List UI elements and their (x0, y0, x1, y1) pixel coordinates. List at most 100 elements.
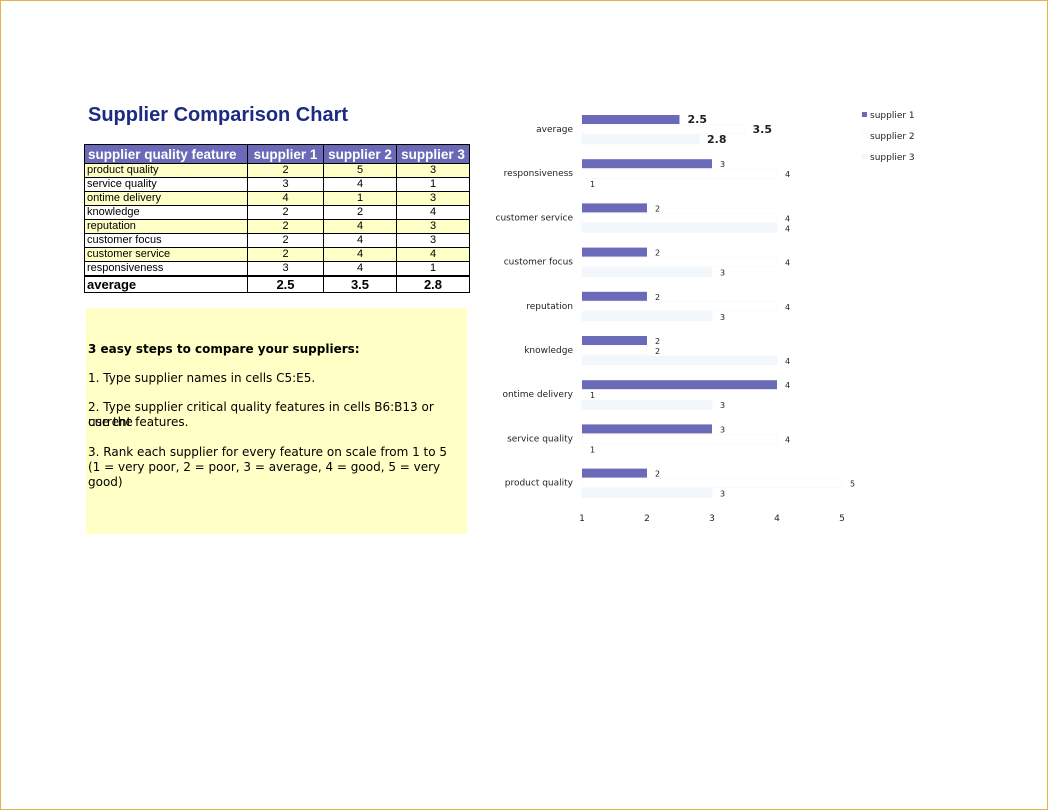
data-label: 3 (720, 425, 725, 434)
feature-cell: service quality (84, 177, 248, 192)
data-label: 1 (590, 391, 595, 400)
category-label: knowledge (524, 346, 573, 356)
bar-supplier-3 (581, 134, 700, 145)
data-label: 3.5 (753, 123, 773, 136)
bar-supplier-1 (582, 336, 647, 345)
header-feature: supplier quality feature (84, 144, 248, 164)
data-label: 4 (785, 435, 790, 444)
average-score: 2.8 (396, 275, 470, 293)
score-cell: 5 (323, 163, 397, 178)
legend-label: supplier 3 (870, 153, 915, 163)
bar-supplier-3 (581, 311, 713, 322)
table-row: product quality 2 5 3 (84, 163, 470, 178)
table-row: customer service 2 4 4 (84, 247, 470, 262)
data-label: 2 (655, 204, 660, 213)
data-label: 4 (785, 170, 790, 179)
data-label: 3 (720, 160, 725, 169)
data-label: 2 (655, 293, 660, 302)
category-label: responsiveness (504, 169, 574, 179)
bar-supplier-2 (581, 434, 778, 444)
bar-supplier-3 (581, 399, 713, 410)
bar-supplier-1 (582, 203, 647, 213)
score-cell: 3 (247, 177, 324, 192)
page-title: Supplier Comparison Chart (88, 104, 349, 126)
bar-supplier-2 (581, 257, 778, 267)
score-cell: 4 (323, 219, 397, 234)
x-tick-label: 1 (579, 514, 585, 524)
table-header-row: supplier quality feature supplier 1 supp… (84, 144, 470, 164)
feature-cell: responsiveness (84, 261, 248, 277)
data-label: 2 (655, 249, 660, 258)
supplier-table: supplier quality feature supplier 1 supp… (84, 144, 470, 293)
data-label: 2.8 (707, 133, 727, 146)
bar-supplier-3 (581, 267, 713, 277)
feature-cell: customer focus (84, 233, 248, 248)
data-label: 3 (720, 401, 725, 410)
score-cell: 2 (247, 163, 324, 178)
data-label: 2 (655, 337, 660, 346)
legend-swatch (862, 112, 867, 117)
data-label: 1 (590, 180, 595, 189)
score-cell: 4 (323, 261, 397, 277)
bar-supplier-2 (581, 213, 778, 223)
step-2-line-1: 2. Type supplier critical quality featur… (88, 400, 434, 429)
table-row: customer focus 2 4 3 (84, 233, 470, 248)
bar-supplier-2 (581, 301, 778, 312)
score-cell: 2 (247, 233, 324, 248)
legend-swatch (861, 153, 868, 160)
average-label: average (84, 275, 248, 293)
bar-supplier-1 (582, 424, 712, 434)
bar-supplier-3 (581, 488, 713, 498)
data-label: 4 (785, 259, 790, 268)
bar-supplier-1 (582, 247, 647, 257)
category-label: product quality (505, 479, 574, 489)
category-label: customer focus (504, 258, 574, 268)
bar-supplier-2 (581, 478, 843, 488)
data-label: 5 (850, 480, 855, 489)
bar-supplier-2 (581, 345, 648, 356)
header-supplier-2: supplier 2 (323, 144, 397, 164)
x-tick-label: 5 (839, 514, 845, 524)
data-label: 3 (720, 490, 725, 499)
step-3-line-1: 3. Rank each supplier for every feature … (88, 445, 448, 459)
category-label: customer service (496, 213, 574, 223)
data-label: 4 (785, 303, 790, 312)
average-score: 3.5 (323, 275, 397, 293)
bar-supplier-1 (582, 468, 647, 478)
score-cell: 3 (396, 191, 470, 206)
feature-cell: ontime delivery (84, 191, 248, 206)
score-cell: 4 (323, 247, 397, 262)
bar-supplier-1 (582, 115, 680, 124)
bar-supplier-1 (582, 380, 777, 390)
instructions-box: 3 easy steps to compare your suppliers: … (86, 308, 467, 534)
legend-label: supplier 2 (870, 132, 915, 142)
data-label: 3 (720, 269, 725, 278)
score-cell: 2 (247, 205, 324, 220)
score-cell: 3 (396, 233, 470, 248)
data-label: 2 (655, 347, 660, 356)
step-2-line-2: current features. (88, 415, 189, 429)
feature-cell: product quality (84, 163, 248, 178)
data-label: 4 (785, 224, 790, 233)
score-cell: 1 (396, 177, 470, 192)
bar-supplier-2 (581, 124, 745, 135)
category-label: average (536, 125, 573, 135)
header-supplier-1: supplier 1 (247, 144, 324, 164)
header-supplier-3: supplier 3 (396, 144, 470, 164)
table-row: service quality 3 4 1 (84, 177, 470, 192)
feature-cell: knowledge (84, 205, 248, 220)
data-label: 4 (785, 357, 790, 366)
score-cell: 1 (396, 261, 470, 277)
supplier-bar-chart: average 2.5 3.5 2.8 responsiveness 3 4 1 custome… (496, 111, 915, 524)
table-row: reputation 2 4 3 (84, 219, 470, 234)
score-cell: 3 (396, 219, 470, 234)
score-cell: 2 (323, 205, 397, 220)
step-1: 1. Type supplier names in cells C5:E5. (88, 371, 316, 385)
score-cell: 4 (247, 191, 324, 206)
table-row: knowledge 2 2 4 (84, 205, 470, 220)
bar-supplier-1 (582, 159, 712, 169)
score-cell: 2 (247, 247, 324, 262)
score-cell: 3 (247, 261, 324, 277)
table-row: ontime delivery 4 1 3 (84, 191, 470, 206)
x-tick-label: 4 (774, 514, 780, 524)
